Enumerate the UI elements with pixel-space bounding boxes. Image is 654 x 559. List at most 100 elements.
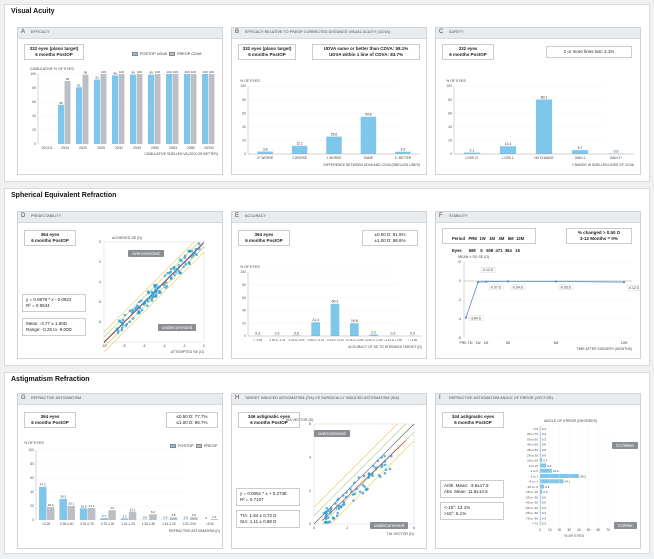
bar-preop	[136, 74, 143, 144]
y-tick-label: +2	[457, 260, 461, 264]
panel-header: D PREDICTABILITY	[18, 212, 222, 223]
stat-line-1: Arith. Mean: -3.8±17.8	[444, 483, 489, 488]
y-tick-label: 100	[28, 448, 34, 452]
y-tick-label: 80	[242, 283, 246, 287]
data-label: -3.84 D	[470, 316, 482, 320]
panel-c-safety: C SAFETY 332 eyes 6 months PostOP 2 or m…	[435, 27, 641, 175]
data-label: 80.1	[541, 95, 548, 99]
data-point	[169, 276, 173, 279]
fit-box: y = 0.9979 * x - 0.0922 R² = 0.9534	[22, 294, 86, 312]
x-tick-label: 0.51-0.75	[80, 522, 94, 526]
data-point	[193, 251, 197, 255]
bar	[540, 442, 541, 447]
data-label: 14	[110, 506, 114, 510]
y-tick-label: <-75	[532, 522, 538, 526]
bar-preop	[190, 517, 198, 520]
data-label: 92	[95, 76, 99, 80]
mean-line-2: Range: -0.25 to -9.00D	[26, 327, 72, 332]
y-tick-label: 20	[30, 504, 34, 508]
bar-postop	[112, 75, 118, 144]
data-label: 1.4	[212, 515, 217, 519]
data-point	[125, 322, 129, 326]
info-line-2: 6 months PostOP	[449, 52, 487, 57]
data-label: 100	[191, 70, 196, 74]
info-line-1: 364 eyes	[254, 232, 274, 237]
info-line-2: 6 months PostOP	[248, 52, 286, 57]
y-tick-label: 40	[448, 125, 452, 129]
panel-title: ACCURACY	[245, 214, 266, 218]
info-box: 332 eyes (plano target) 6 months PostOP	[24, 44, 84, 60]
data-point	[348, 487, 352, 491]
tail-box: <-15°: 13.1% >15°: 6.1%	[440, 502, 504, 520]
x-tick-label: 1W	[475, 341, 481, 345]
data-point	[175, 267, 179, 271]
data-label: 21.4	[312, 318, 319, 322]
panel-title: EFFICACY RELATIVE TO PREOP CORRECTED DIS…	[245, 30, 391, 34]
info-line-2: 6 months PostOP	[250, 420, 288, 425]
data-point	[128, 309, 132, 313]
bar-preop	[118, 74, 125, 144]
data-label: 3.9	[192, 513, 197, 517]
x-tick-label: GAIN 2+	[610, 156, 622, 160]
bar	[540, 505, 541, 510]
section-spherical-equivalent: Spherical Equivalent Refraction D PREDIC…	[4, 188, 650, 366]
plot-frame	[313, 423, 415, 525]
data-label: 0.3	[542, 432, 547, 436]
data-label: 19.8	[351, 319, 358, 323]
x-axis-label: ATTEMPTED SE (D)	[171, 350, 204, 354]
panel-letter: E	[235, 213, 240, 219]
data-point	[116, 327, 120, 330]
data-point	[484, 280, 488, 283]
legend-swatch-postop	[132, 52, 138, 56]
data-point	[376, 459, 380, 463]
x-tick-label: LOSS 2+	[465, 156, 478, 160]
data-point	[357, 476, 361, 479]
bar	[540, 452, 541, 457]
data-point	[336, 511, 340, 515]
y-tick-label: 20	[448, 139, 452, 143]
data-point	[137, 300, 141, 304]
tolerance-line	[313, 423, 406, 516]
data-point	[116, 329, 120, 333]
y-tick-label: 0	[99, 240, 101, 244]
y-tick-label: 80	[32, 86, 36, 90]
y-tick-label: 40	[30, 490, 34, 494]
bar-postop	[120, 518, 129, 520]
y-tick-label: 40	[242, 125, 246, 129]
stat-line-2: ≤1.00 D: 96.7%	[176, 420, 208, 425]
data-label: 0.9	[542, 453, 547, 457]
data-point	[380, 456, 383, 459]
ccwise-tag: CC/Wise	[612, 442, 638, 449]
bar	[499, 146, 517, 154]
x-tick-label: 0.76-1.00	[101, 522, 115, 526]
stat-box: ≤0.50 D: 77.7% ≤1.00 D: 96.7%	[166, 412, 218, 428]
bar	[540, 431, 541, 436]
panel-header: G REFRACTIVE ASTIGMATISM	[18, 394, 222, 405]
bar-preop	[190, 74, 197, 144]
tolerance-line	[313, 423, 398, 508]
data-label: 12.1	[296, 142, 303, 146]
x-tick-label: +1.01 to +1.50	[384, 338, 402, 342]
y-tick-label: 56 to 65	[527, 437, 538, 441]
y-tick-label: 60	[30, 476, 34, 480]
data-point	[337, 507, 341, 511]
data-point	[169, 267, 173, 271]
data-label: 100	[202, 70, 207, 74]
data-point	[184, 263, 188, 266]
data-point	[361, 491, 365, 495]
section-title: Astigmatism Refraction	[11, 376, 90, 383]
y-tick-label: 100	[240, 84, 246, 88]
fit-line-1: y = 0.0051 * x + 0.2738	[240, 491, 287, 496]
bar-postop	[94, 79, 100, 144]
info-line-2: 6 months PostOP	[31, 238, 69, 243]
x-tick-label: 12M	[621, 341, 628, 345]
data-label: -0.12 D	[628, 286, 640, 290]
y-axis-label: ANGLE OF ERROR (DEGREES)	[544, 419, 597, 423]
x-tick-label: < -1.50	[253, 338, 262, 342]
data-point	[183, 260, 187, 264]
data-point	[191, 254, 195, 257]
y-tick-label: 0	[244, 334, 246, 338]
data-point	[325, 511, 328, 515]
x-tick-label: 50	[587, 528, 591, 532]
data-label: 5.7	[578, 146, 583, 150]
